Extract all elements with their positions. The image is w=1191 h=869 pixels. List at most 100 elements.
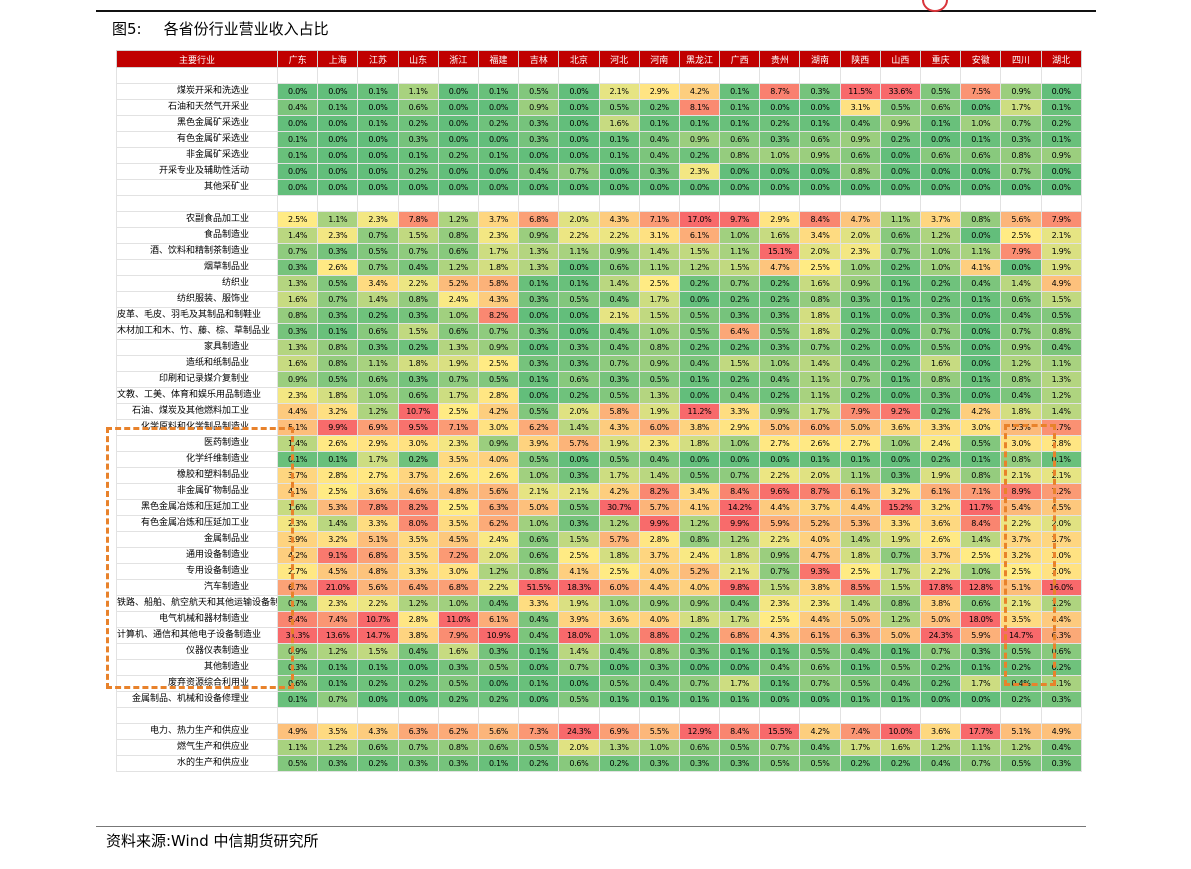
- heat-cell: 0.0%: [437, 83, 479, 100]
- spacer-cell: [879, 67, 922, 84]
- heat-cell: 0.8%: [839, 163, 881, 180]
- table-row: 废弃资源综合利用业 0.6% 0.1% 0.2% 0.2% 0.5% 0.0% 0.1% 0.0…: [116, 675, 1082, 692]
- row-label: 有色金属矿采选业: [116, 131, 278, 148]
- heat-cell: 0.6%: [960, 147, 1002, 164]
- heat-cell: 0.2%: [357, 675, 399, 692]
- spacer-cell: [719, 707, 761, 724]
- heat-cell: 0.1%: [1040, 99, 1082, 116]
- heat-cell: 2.3%: [317, 227, 359, 244]
- heat-cell: 51.5%: [518, 579, 560, 596]
- heat-cell: 0.7%: [397, 243, 439, 260]
- heat-cell: 0.9%: [276, 643, 319, 660]
- row-label: 非金属矿物制品业: [116, 483, 278, 500]
- heat-cell: 1.3%: [598, 739, 640, 756]
- heat-cell: 0.9%: [518, 99, 560, 116]
- heat-cell: 0.4%: [759, 659, 801, 676]
- heat-cell: 3.6%: [357, 483, 399, 500]
- heat-cell: 0.0%: [960, 355, 1002, 372]
- heat-cell: 0.8%: [317, 339, 359, 356]
- heat-cell: 0.1%: [317, 659, 359, 676]
- heat-cell: 6.1%: [919, 483, 962, 500]
- heat-cell: 0.0%: [558, 115, 600, 132]
- heat-cell: 0.6%: [839, 147, 881, 164]
- row-label: 开采专业及辅助性活动: [116, 163, 278, 180]
- heat-cell: 0.0%: [919, 163, 962, 180]
- column-header-2: 江苏: [357, 50, 399, 68]
- heat-cell: 0.0%: [879, 179, 922, 196]
- heat-cell: 0.7%: [879, 547, 922, 564]
- heat-cell: 3.7%: [1040, 531, 1082, 548]
- row-label: 农副食品加工业: [116, 211, 278, 228]
- heat-cell: 0.0%: [518, 147, 560, 164]
- heat-cell: 1.2%: [357, 403, 399, 420]
- heat-cell: 0.8%: [276, 307, 319, 324]
- heat-cell: 3.0%: [1040, 563, 1082, 580]
- spacer-cell: [437, 67, 479, 84]
- heat-cell: 5.0%: [839, 611, 881, 628]
- heat-cell: 4.5%: [317, 563, 359, 580]
- heat-cell: 17.7%: [960, 723, 1002, 740]
- row-label: 水的生产和供应业: [116, 755, 278, 772]
- heat-cell: 2.9%: [638, 83, 680, 100]
- table-row: 其他制造业 0.3% 0.1% 0.1% 0.0% 0.3% 0.5% 0.0% 0.7% 0.0…: [116, 659, 1082, 676]
- heat-cell: 3.5%: [317, 723, 359, 740]
- heat-cell: 0.6%: [879, 227, 922, 244]
- heat-cell: 4.3%: [598, 211, 640, 228]
- table-row: 煤炭开采和洗选业 0.0% 0.0% 0.1% 1.1% 0.0% 0.1% 0.5% 0.0%…: [116, 83, 1082, 100]
- heat-cell: 0.1%: [558, 275, 600, 292]
- heat-cell: 1.6%: [437, 643, 479, 660]
- heat-cell: 0.1%: [518, 643, 560, 660]
- heat-cell: 0.1%: [276, 451, 319, 468]
- heat-cell: 6.3%: [477, 499, 520, 516]
- heat-cell: 3.7%: [799, 499, 841, 516]
- heat-cell: 3.1%: [839, 99, 881, 116]
- heat-cell: 0.3%: [518, 131, 560, 148]
- heat-cell: 2.5%: [437, 499, 479, 516]
- heat-cell: 0.0%: [477, 163, 520, 180]
- heat-cell: 1.0%: [919, 243, 962, 260]
- heat-cell: 0.1%: [960, 371, 1002, 388]
- column-header-1: 上海: [317, 50, 359, 68]
- heat-cell: 0.4%: [598, 323, 640, 340]
- heat-cell: 3.5%: [397, 547, 439, 564]
- heat-cell: 3.5%: [437, 515, 479, 532]
- heat-cell: 3.4%: [357, 275, 399, 292]
- heat-cell: 3.8%: [919, 595, 962, 612]
- heat-cell: 0.4%: [598, 291, 640, 308]
- heat-cell: 7.9%: [1000, 243, 1042, 260]
- heat-cell: 2.7%: [276, 563, 319, 580]
- heat-cell: 0.7%: [598, 355, 640, 372]
- heat-cell: 4.4%: [276, 403, 319, 420]
- heat-cell: 0.0%: [598, 179, 640, 196]
- heat-cell: 9.1%: [317, 547, 359, 564]
- heat-cell: 1.0%: [598, 627, 640, 644]
- heat-cell: 0.3%: [397, 371, 439, 388]
- heat-cell: 0.3%: [638, 755, 680, 772]
- heat-cell: 0.0%: [759, 691, 801, 708]
- heat-cell: 0.8%: [1000, 147, 1042, 164]
- heat-cell: 2.7%: [357, 467, 399, 484]
- heat-cell: 3.1%: [638, 227, 680, 244]
- heat-cell: 21.0%: [317, 579, 359, 596]
- table-row: 汽车制造业 6.7% 21.0% 5.6% 6.4% 6.8% 2.2% 51.5% 18.3%…: [116, 579, 1082, 596]
- heat-cell: 8.9%: [1000, 483, 1042, 500]
- heat-cell: 0.8%: [1000, 371, 1042, 388]
- heat-cell: 0.5%: [598, 451, 640, 468]
- heat-cell: 0.5%: [799, 643, 841, 660]
- heat-cell: 0.2%: [839, 323, 881, 340]
- heat-cell: 0.0%: [759, 179, 801, 196]
- heat-cell: 0.0%: [719, 179, 761, 196]
- heat-cell: 0.0%: [719, 451, 761, 468]
- heat-cell: 0.0%: [317, 147, 359, 164]
- spacer-cell: [719, 67, 761, 84]
- heat-cell: 0.1%: [719, 115, 761, 132]
- heat-cell: 0.8%: [437, 227, 479, 244]
- heat-cell: 0.6%: [1040, 643, 1082, 660]
- heat-cell: 1.1%: [879, 211, 922, 228]
- heat-cell: 0.5%: [357, 243, 399, 260]
- spacer-cell: [638, 707, 680, 724]
- heat-cell: 30.7%: [598, 499, 640, 516]
- heat-cell: 0.0%: [598, 163, 640, 180]
- heat-cell: 9.8%: [719, 579, 761, 596]
- heat-cell: 2.6%: [477, 467, 520, 484]
